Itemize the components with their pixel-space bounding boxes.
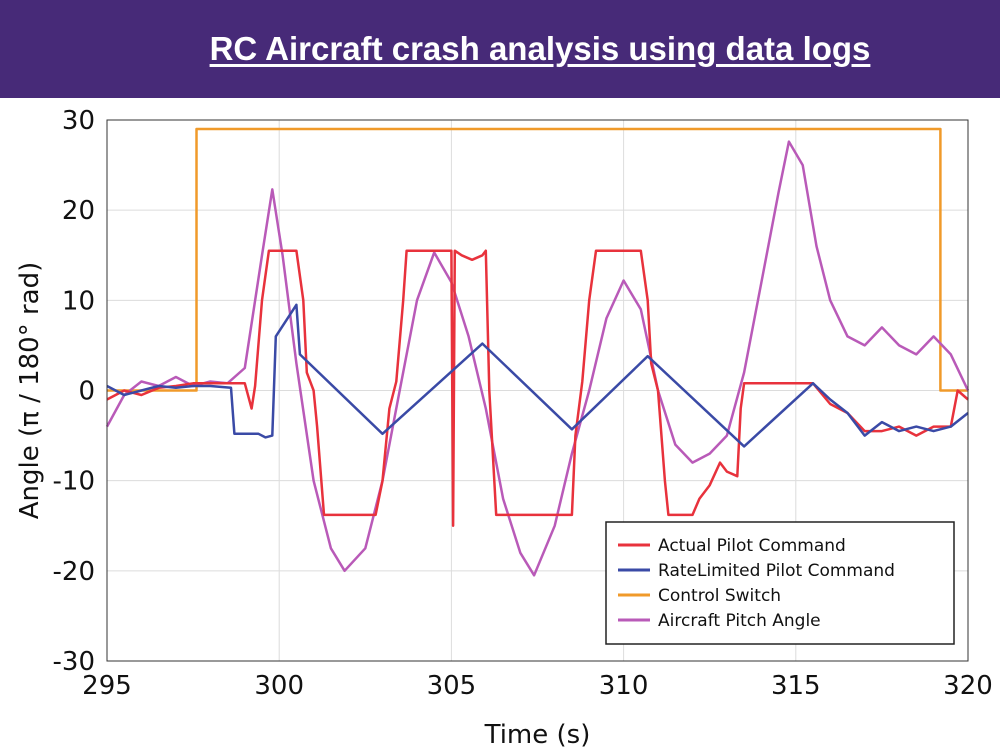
- x-tick-label: 295: [82, 671, 132, 701]
- legend: Actual Pilot Command RateLimited Pilot Co…: [605, 521, 955, 645]
- y-tick-label: -30: [53, 647, 95, 677]
- series-line-control-switch: [107, 127, 968, 392]
- y-tick-label: 10: [62, 286, 95, 316]
- y-tick-label: -20: [53, 557, 95, 587]
- tick-labels: 295 300 305 310 315 320 30 20 10 0 -10 -20 -30: [53, 106, 993, 701]
- x-tick-label: 315: [771, 671, 821, 701]
- legend-entry: Actual Pilot Command: [658, 536, 846, 556]
- x-tick-label: 310: [599, 671, 649, 701]
- title-bar: RC Aircraft crash analysis using data lo…: [0, 0, 1000, 98]
- series-line-actual-pilot-command: [106, 249, 969, 528]
- grid: [106, 119, 969, 662]
- plot-frame: [106, 119, 969, 662]
- series-line-aircraft-pitch-angle: [105, 140, 970, 577]
- legend-entry: RateLimited Pilot Command: [658, 561, 895, 581]
- y-tick-label: -10: [53, 467, 95, 497]
- legend-entry: Control Switch: [658, 586, 781, 606]
- slide-title: RC Aircraft crash analysis using data lo…: [209, 30, 871, 67]
- y-tick-label: 20: [62, 196, 95, 226]
- legend-box: [605, 521, 955, 645]
- x-tick-label: 305: [427, 671, 477, 701]
- x-tick-label: 320: [943, 671, 993, 701]
- legend-entry: Aircraft Pitch Angle: [658, 611, 821, 631]
- y-axis-label: Angle (π / 180° rad): [15, 262, 45, 520]
- series-line-ratelimited-pilot-command: [106, 303, 969, 448]
- x-tick-label: 300: [254, 671, 304, 701]
- series-layer: [105, 127, 970, 577]
- y-tick-label: 0: [78, 377, 95, 407]
- y-tick-label: 30: [62, 106, 95, 136]
- pitch-chart: 295 300 305 310 315 320 30 20 10 0 -10 -20 -30 Time …: [15, 106, 993, 750]
- x-axis-label: Time (s): [484, 720, 591, 750]
